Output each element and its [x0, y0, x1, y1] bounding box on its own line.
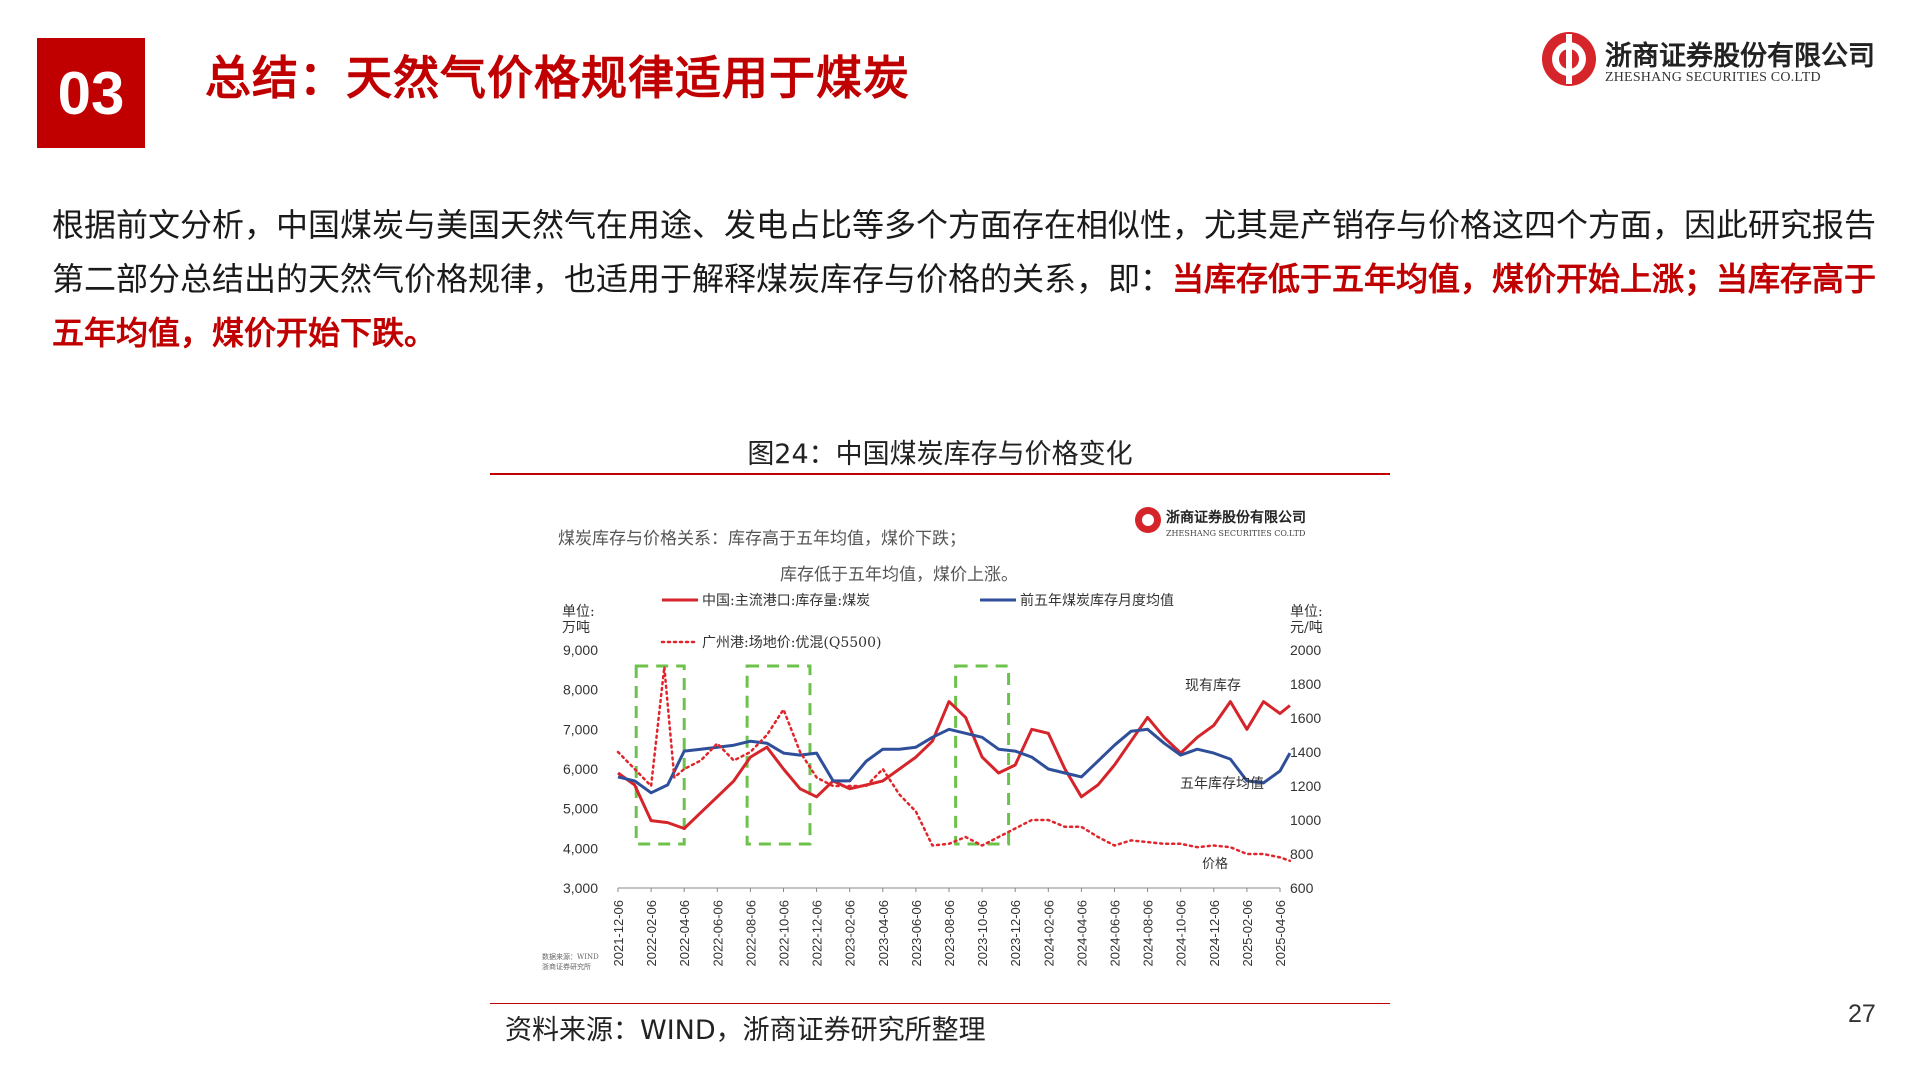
left-axis-tick-label: 7,000	[563, 721, 598, 737]
left-unit-value: 万吨	[562, 620, 590, 636]
left-axis-tick-label: 6,000	[563, 761, 598, 777]
inner-logo-icon-core	[1142, 514, 1154, 526]
x-axis-tick-label: 2023-12-06	[1008, 900, 1023, 967]
figure-bottom-rule	[490, 1003, 1390, 1004]
company-logo-icon	[1542, 32, 1596, 86]
label-five-year-average: 五年库存均值	[1180, 776, 1264, 792]
series-line-five-year-average	[617, 727, 1292, 795]
x-axis-tick-label: 2023-02-06	[843, 900, 858, 967]
x-axis-tick-label: 2022-12-06	[810, 900, 825, 967]
page-number: 27	[1848, 1000, 1876, 1028]
x-axis-tick-label: 2024-04-06	[1074, 900, 1089, 967]
x-axis-tick-label: 2024-10-06	[1174, 900, 1189, 967]
section-number-badge: 03	[37, 38, 145, 148]
right-axis-tick-label: 1400	[1290, 744, 1321, 760]
summary-text: 根据前文分析，中国煤炭与美国天然气在用途、发电占比等多个方面存在相似性，尤其是产…	[52, 206, 1877, 298]
figure-source: 资料来源：WIND，浙商证券研究所整理	[505, 1015, 986, 1046]
company-name-en: ZHESHANG SECURITIES CO.LTD	[1605, 70, 1821, 85]
legend-label-price: 广州港:场地价:优混(Q5500)	[702, 635, 881, 651]
left-axis-tick-label: 3,000	[563, 880, 598, 896]
right-unit-label: 单位:	[1290, 604, 1323, 620]
right-axis-tick-label: 800	[1290, 846, 1314, 862]
x-axis-tick-label: 2023-08-06	[942, 900, 957, 967]
legend-label-average: 前五年煤炭库存月度均值	[1020, 592, 1174, 609]
x-axis-tick-label: 2022-08-06	[743, 900, 758, 967]
left-axis-tick-label: 9,000	[563, 642, 598, 658]
x-axis-tick-label: 2024-08-06	[1141, 900, 1156, 967]
right-axis-tick-label: 1600	[1290, 710, 1321, 726]
label-current-inventory: 现有库存	[1185, 678, 1241, 694]
x-axis-tick-label: 2025-04-06	[1273, 900, 1288, 967]
x-axis-tick-label: 2024-02-06	[1041, 900, 1056, 967]
x-axis-tick-label: 2023-06-06	[909, 900, 924, 967]
inventory-price-chart: 煤炭库存与价格关系：库存高于五年均值，煤价下跌；库存低于五年均值，煤价上涨。浙商…	[542, 507, 1323, 971]
company-logo: 浙商证券股份有限公司 ZHESHANG SECURITIES CO.LTD	[1540, 30, 1885, 92]
right-axis-tick-label: 1200	[1290, 778, 1321, 794]
inner-logo-cn: 浙商证券股份有限公司	[1166, 509, 1306, 526]
right-axis-tick-label: 1000	[1290, 812, 1321, 828]
x-axis-tick-label: 2023-04-06	[876, 900, 891, 967]
chart-annotation-line-1: 煤炭库存与价格关系：库存高于五年均值，煤价下跌；	[558, 529, 966, 549]
chart-annotation-line-2: 库存低于五年均值，煤价上涨。	[780, 565, 1018, 585]
right-unit-value: 元/吨	[1290, 620, 1323, 636]
series-line-inventory	[617, 700, 1291, 830]
company-name-cn: 浙商证券股份有限公司	[1605, 41, 1875, 72]
figure-top-rule	[490, 473, 1390, 475]
summary-paragraph: 根据前文分析，中国煤炭与美国天然气在用途、发电占比等多个方面存在相似性，尤其是产…	[52, 198, 1892, 360]
x-axis-tick-label: 2022-04-06	[677, 900, 692, 967]
chart-source-note-2: 浙商证券研究所	[542, 962, 591, 971]
series-line-price	[616, 665, 1292, 863]
summary-highlight: 当库存低于五年均值，煤价开始上涨；当库存高于五年均值，煤价开始下跌。	[52, 260, 1877, 352]
right-axis-tick-label: 2000	[1290, 642, 1321, 658]
x-axis-tick-label: 2023-10-06	[975, 900, 990, 967]
x-axis-tick-label: 2022-06-06	[710, 900, 725, 967]
x-axis-tick-label: 2022-02-06	[644, 900, 659, 967]
left-axis-tick-label: 8,000	[563, 682, 598, 698]
legend-label-inventory: 中国:主流港口:库存量:煤炭	[702, 593, 870, 609]
inner-logo-en: ZHESHANG SECURITIES CO.LTD	[1166, 529, 1305, 538]
right-axis-tick-label: 600	[1290, 880, 1314, 896]
page-title: 总结：天然气价格规律适用于煤炭	[205, 51, 910, 105]
right-axis-tick-label: 1800	[1290, 676, 1321, 692]
x-axis-tick-label: 2024-06-06	[1108, 900, 1123, 967]
figure-title: 图24：中国煤炭库存与价格变化	[747, 439, 1133, 470]
x-axis-tick-label: 2021-12-06	[611, 900, 626, 967]
highlight-box	[634, 664, 686, 846]
label-price: 价格	[1202, 856, 1228, 872]
left-axis-tick-label: 5,000	[563, 801, 598, 817]
chart-source-note-1: 数据来源：WIND	[542, 952, 599, 961]
x-axis-tick-label: 2022-10-06	[777, 900, 792, 967]
left-axis-tick-label: 4,000	[563, 840, 598, 856]
x-axis-tick-label: 2024-12-06	[1207, 900, 1222, 967]
left-unit-label: 单位:	[562, 604, 595, 620]
highlight-box	[954, 664, 1011, 846]
x-axis-tick-label: 2025-02-06	[1240, 900, 1255, 967]
